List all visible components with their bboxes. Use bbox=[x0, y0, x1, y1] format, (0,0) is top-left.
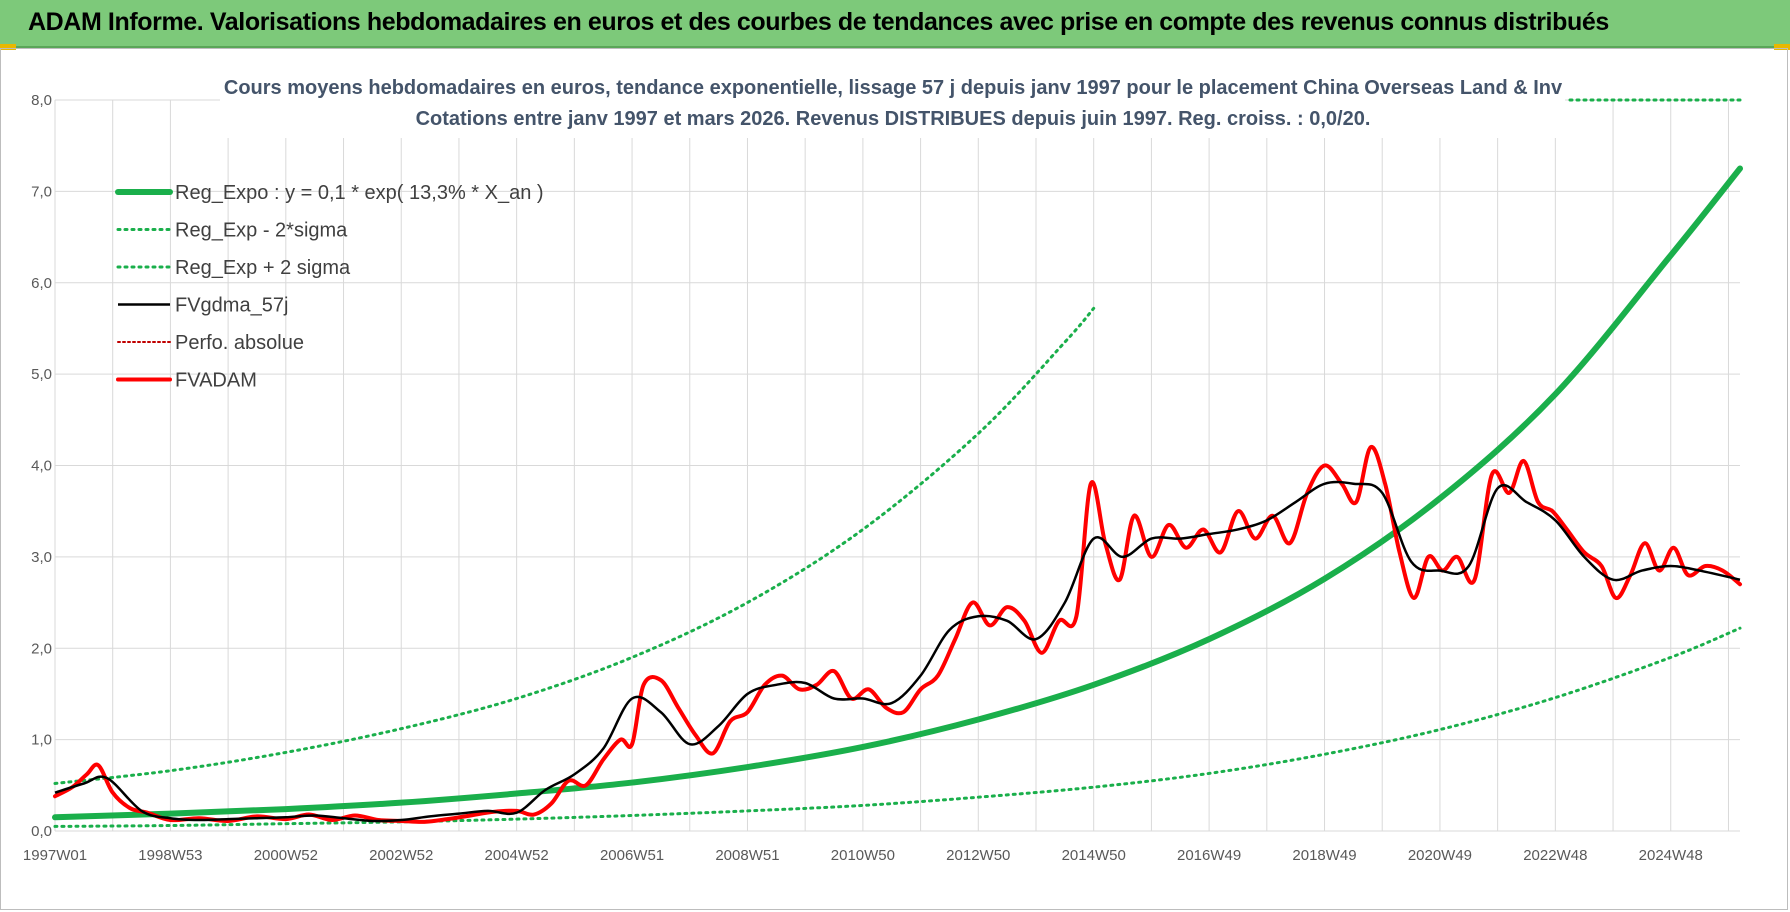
chart-frame bbox=[0, 48, 1788, 910]
legend-label: Reg_Exp - 2*sigma bbox=[175, 220, 348, 242]
y-tick-label: 5,0 bbox=[31, 366, 52, 383]
y-tick-label: 0,0 bbox=[31, 823, 52, 840]
y-tick-label: 1,0 bbox=[31, 732, 52, 749]
x-tick-label: 2004W52 bbox=[485, 847, 549, 864]
legend-label: Reg_Exp + 2 sigma bbox=[175, 257, 351, 279]
x-tick-label: 2002W52 bbox=[369, 847, 433, 864]
legend-label: Perfo. absolue bbox=[175, 332, 304, 354]
series-line-0 bbox=[52, 165, 1743, 821]
series-line-3 bbox=[54, 480, 1741, 823]
header-bar: ADAM Informe. Valorisations hebdomadaire… bbox=[0, 0, 1790, 48]
chart-title-line1: Cours moyens hebdomadaires en euros, ten… bbox=[224, 77, 1563, 99]
legend-label: FVADAM bbox=[175, 370, 257, 392]
y-axis-ticks: 0,0 1,0 2,0 3,0 4,0 5,0 6,0 7,0 8,0 bbox=[31, 92, 52, 840]
y-tick-label: 4,0 bbox=[31, 458, 52, 475]
corner-mark bbox=[0, 44, 16, 50]
x-tick-label: 2000W52 bbox=[254, 847, 318, 864]
chart-series bbox=[52, 98, 1743, 828]
y-tick-label: 2,0 bbox=[31, 640, 52, 657]
x-axis-ticks: 1997W01 1998W53 2000W52 2002W52 2004W52 2006W… bbox=[23, 847, 1703, 864]
y-tick-label: 8,0 bbox=[31, 92, 52, 109]
series-line-2 bbox=[53, 306, 1096, 785]
chart-title-backdrop bbox=[220, 70, 1565, 138]
chart-grid bbox=[54, 99, 1740, 832]
chart-title-line2: Cotations entre janv 1997 et mars 2026. … bbox=[416, 108, 1371, 130]
x-tick-label: 2006W51 bbox=[600, 847, 664, 864]
series-line-5 bbox=[53, 445, 1742, 824]
y-tick-label: 6,0 bbox=[31, 275, 52, 292]
x-tick-label: 2018W49 bbox=[1292, 847, 1356, 864]
x-tick-label: 2010W50 bbox=[831, 847, 895, 864]
corner-mark bbox=[1774, 44, 1790, 50]
page-title: ADAM Informe. Valorisations hebdomadaire… bbox=[28, 8, 1609, 36]
chart-legend: Reg_Expo : y = 0,1 * exp( 13,3% * X_an )… bbox=[115, 182, 544, 392]
x-tick-label: 2008W51 bbox=[715, 847, 779, 864]
x-tick-label: 2012W50 bbox=[946, 847, 1010, 864]
x-tick-label: 2024W48 bbox=[1639, 847, 1703, 864]
x-tick-label: 2016W49 bbox=[1177, 847, 1241, 864]
y-tick-label: 3,0 bbox=[31, 549, 52, 566]
x-tick-label: 2022W48 bbox=[1523, 847, 1587, 864]
x-tick-label: 1997W01 bbox=[23, 847, 87, 864]
x-tick-label: 2020W49 bbox=[1408, 847, 1472, 864]
series-line-1 bbox=[53, 626, 1742, 828]
y-tick-label: 7,0 bbox=[31, 183, 52, 200]
x-tick-label: 1998W53 bbox=[138, 847, 202, 864]
legend-label: FVgdma_57j bbox=[175, 295, 288, 317]
legend-label: Reg_Expo : y = 0,1 * exp( 13,3% * X_an ) bbox=[175, 182, 544, 204]
x-tick-label: 2014W50 bbox=[1062, 847, 1126, 864]
